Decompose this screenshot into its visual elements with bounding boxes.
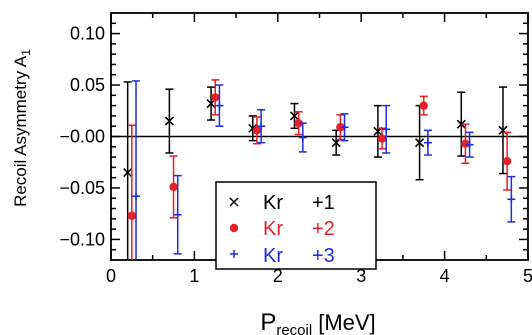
y-tick-label: 0.05	[70, 75, 105, 95]
x-axis-label: Precoil [MeV]	[260, 309, 375, 335]
legend-entry-kr1: Kr +1	[229, 192, 335, 214]
y-axis-label: Recoil Asymmetry A1	[11, 49, 33, 207]
data-point-plus	[423, 138, 432, 147]
x-axis-label-sub: recoil	[276, 322, 312, 335]
legend-entry-kr3: Kr +3	[230, 245, 335, 267]
data-point-x-stroke	[164, 116, 174, 126]
tick-labels: 0 1 2 3 4 5 −0.10 −0.05 −0.00 0.05 0.10	[59, 24, 532, 286]
data-point-x	[164, 116, 174, 126]
x-tick-label: 3	[356, 266, 366, 286]
data-point-plus	[173, 210, 182, 219]
legend-label-kr3-ion: Kr	[263, 245, 283, 267]
data-point-dot	[419, 101, 428, 110]
legend-entry-kr2: Kr +2	[229, 218, 335, 240]
data-point-x-stroke	[456, 119, 466, 129]
series-kr2	[127, 79, 512, 260]
y-tick-label: −0.05	[59, 178, 105, 198]
data-point-x-stroke	[289, 111, 300, 121]
data-point-dot	[461, 139, 470, 148]
data-point-plus	[382, 125, 391, 134]
data-point-x	[456, 119, 466, 129]
data-point-dot	[211, 93, 220, 102]
data-point-dot	[502, 157, 512, 166]
data-point-dot	[294, 118, 303, 128]
legend: Kr +1 Kr +2 Kr +3	[215, 181, 377, 270]
data-point-dot	[377, 134, 387, 143]
data-point-x	[289, 111, 300, 121]
legend-label-kr2-ion: Kr	[263, 218, 283, 240]
legend-label-kr1-ion: Kr	[263, 192, 283, 214]
data-point-dot	[169, 182, 178, 192]
data-point-plus	[507, 195, 516, 204]
x-tick-label: 5	[523, 266, 532, 286]
data-point-x	[415, 138, 425, 148]
data-point-x-stroke	[123, 167, 133, 178]
data-point-x-stroke	[248, 123, 258, 133]
x-axis-label-unit: [MeV]	[318, 310, 375, 335]
data-point-dot	[252, 126, 262, 135]
y-axis-label-main: Recoil Asymmetry A	[11, 55, 30, 207]
data-point-plus	[132, 192, 141, 201]
data-point-dot	[127, 211, 137, 220]
data-point-plus	[257, 122, 266, 131]
y-tick-label: −0.00	[59, 127, 105, 147]
data-point-plus	[340, 123, 349, 132]
legend-label-kr3-charge: +3	[312, 245, 335, 267]
legend-box	[215, 181, 377, 270]
x-tick-label: 0	[106, 266, 116, 286]
data-point-x-stroke	[415, 138, 425, 148]
legend-marker-dot	[229, 223, 239, 233]
data-point-dot	[336, 123, 345, 132]
legend-marker-plus	[230, 250, 238, 258]
legend-label-kr2-charge: +2	[312, 218, 335, 240]
data-point-plus	[298, 133, 307, 142]
series-layer	[123, 79, 516, 260]
series-kr1	[123, 81, 508, 260]
legend-label-kr1-charge: +1	[312, 192, 335, 214]
y-tick-label: −0.10	[59, 229, 105, 249]
x-tick-label: 1	[189, 266, 199, 286]
legend-marker-x	[229, 197, 239, 207]
data-point-x-stroke	[498, 125, 508, 135]
x-axis-label-main: P	[260, 309, 276, 335]
y-tick-label: 0.10	[70, 24, 105, 44]
data-point-plus	[465, 140, 474, 149]
data-point-x	[123, 167, 133, 178]
x-tick-label: 4	[440, 266, 450, 286]
y-axis-label-sub: 1	[19, 49, 33, 56]
series-kr3	[132, 80, 516, 260]
x-tick-label: 2	[273, 266, 283, 286]
data-point-plus	[215, 101, 224, 110]
